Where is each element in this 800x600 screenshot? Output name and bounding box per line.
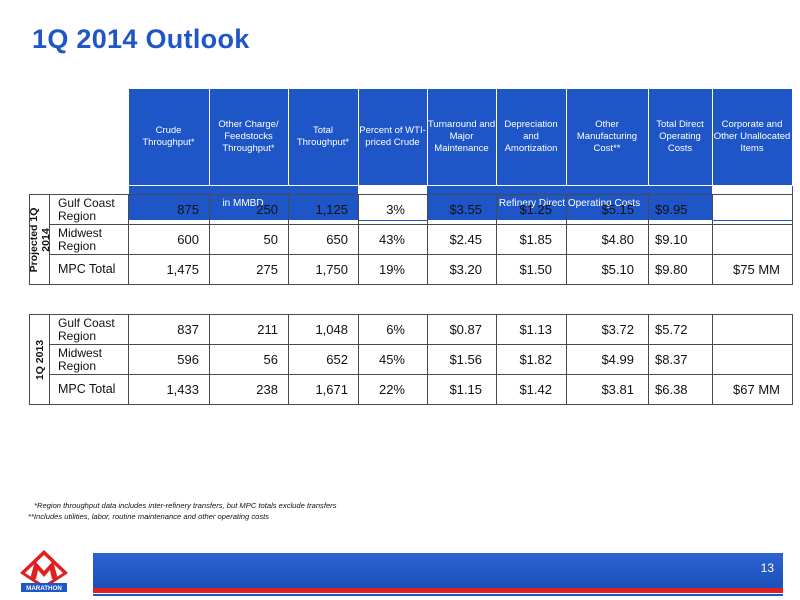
crude-value: 1,475 xyxy=(128,254,210,285)
corporate-value xyxy=(712,194,793,225)
depreciation-value: $1.13 xyxy=(496,314,567,345)
total-value: 1,125 xyxy=(288,194,359,225)
other-mfg-value: $4.99 xyxy=(566,344,649,375)
corporate-value: $67 MM xyxy=(712,374,793,405)
turnaround-value: $0.87 xyxy=(427,314,497,345)
total-value: 1,671 xyxy=(288,374,359,405)
corporate-value xyxy=(712,314,793,345)
other-value: 238 xyxy=(209,374,289,405)
footnote-costs: **Includes utilities, labor, routine mai… xyxy=(28,512,270,521)
table-row: MPC Total 1,433 238 1,671 22% $1.15 $1.4… xyxy=(30,374,793,405)
actual-table: 1Q 2013 Gulf Coast Region 837 211 1,048 … xyxy=(29,314,793,405)
depreciation-value: $1.82 xyxy=(496,344,567,375)
other-value: 250 xyxy=(209,194,289,225)
crude-value: 875 xyxy=(128,194,210,225)
total-direct-value: $9.10 xyxy=(648,224,713,255)
marathon-logo: MARATHON xyxy=(20,550,68,592)
wti-value: 45% xyxy=(358,344,428,375)
table-row: Midwest Region 596 56 652 45% $1.56 $1.8… xyxy=(30,344,793,375)
total-value: 650 xyxy=(288,224,359,255)
depreciation-value: $1.50 xyxy=(496,254,567,285)
logo-text: MARATHON xyxy=(26,585,62,592)
projected-table: Projected 1Q 2014 Gulf Coast Region 875 … xyxy=(29,194,793,285)
header-total-direct-costs: Total Direct Operating Costs xyxy=(647,88,713,186)
header-wti-percent: Percent of WTI-priced Crude xyxy=(357,88,428,186)
table-row: Projected 1Q 2014 Gulf Coast Region 875 … xyxy=(29,194,793,285)
footer-blue-stripe xyxy=(93,594,783,596)
footnote-throughput: *Region throughput data includes inter-r… xyxy=(34,501,337,510)
depreciation-value: $1.42 xyxy=(496,374,567,405)
other-mfg-value: $3.72 xyxy=(566,314,649,345)
region-label: MPC Total xyxy=(49,374,129,405)
other-mfg-value: $3.81 xyxy=(566,374,649,405)
wti-value: 22% xyxy=(358,374,428,405)
total-value: 652 xyxy=(288,344,359,375)
actual-group-label: 1Q 2013 xyxy=(29,314,50,405)
region-label: Gulf Coast Region xyxy=(49,194,129,225)
total-value: 1,750 xyxy=(288,254,359,285)
header-total-throughput: Total Throughput* xyxy=(287,88,359,186)
corporate-value xyxy=(712,344,793,375)
depreciation-value: $1.85 xyxy=(496,224,567,255)
region-label: Midwest Region xyxy=(49,344,129,375)
total-direct-value: $8.37 xyxy=(648,344,713,375)
header-depreciation: Depreciation and Amortization xyxy=(495,88,567,186)
region-label: MPC Total xyxy=(49,254,129,285)
header-other-manufacturing: Other Manufacturing Cost** xyxy=(565,88,649,186)
total-direct-value: $5.72 xyxy=(648,314,713,345)
other-value: 275 xyxy=(209,254,289,285)
turnaround-value: $1.56 xyxy=(427,344,497,375)
corporate-value xyxy=(712,224,793,255)
turnaround-value: $3.20 xyxy=(427,254,497,285)
header-turnaround: Turnaround and Major Maintenance xyxy=(426,88,497,186)
table-row: MPC Total 1,475 275 1,750 19% $3.20 $1.5… xyxy=(30,254,793,285)
turnaround-value: $1.15 xyxy=(427,374,497,405)
other-mfg-value: $4.80 xyxy=(566,224,649,255)
crude-value: 600 xyxy=(128,224,210,255)
depreciation-value: $1.25 xyxy=(496,194,567,225)
header-crude-throughput: Crude Throughput* xyxy=(127,88,210,186)
wti-value: 3% xyxy=(358,194,428,225)
projected-group-label: Projected 1Q 2014 xyxy=(29,194,50,285)
total-direct-value: $6.38 xyxy=(648,374,713,405)
footnotes: *Region throughput data includes inter-r… xyxy=(28,500,337,522)
table-row: Midwest Region 600 50 650 43% $2.45 $1.8… xyxy=(30,224,793,255)
crude-value: 1,433 xyxy=(128,374,210,405)
other-value: 211 xyxy=(209,314,289,345)
wti-value: 6% xyxy=(358,314,428,345)
header-corporate: Corporate and Other Unallocated Items xyxy=(711,88,793,186)
other-mfg-value: $5.15 xyxy=(566,194,649,225)
crude-value: 837 xyxy=(128,314,210,345)
table-row: 1Q 2013 Gulf Coast Region 837 211 1,048 … xyxy=(29,314,793,405)
other-value: 56 xyxy=(209,344,289,375)
total-direct-value: $9.80 xyxy=(648,254,713,285)
turnaround-value: $2.45 xyxy=(427,224,497,255)
wti-value: 43% xyxy=(358,224,428,255)
corporate-value: $75 MM xyxy=(712,254,793,285)
region-label: Midwest Region xyxy=(49,224,129,255)
header-other-charge: Other Charge/ Feedstocks Throughput* xyxy=(208,88,289,186)
total-value: 1,048 xyxy=(288,314,359,345)
page-title: 1Q 2014 Outlook xyxy=(32,24,250,54)
crude-value: 596 xyxy=(128,344,210,375)
footer-accent-stripe xyxy=(93,588,783,593)
region-label: Gulf Coast Region xyxy=(49,314,129,345)
footer-bar xyxy=(93,553,783,588)
page-number: 13 xyxy=(760,561,774,575)
other-mfg-value: $5.10 xyxy=(566,254,649,285)
other-value: 50 xyxy=(209,224,289,255)
turnaround-value: $3.55 xyxy=(427,194,497,225)
total-direct-value: $9.95 xyxy=(648,194,713,225)
wti-value: 19% xyxy=(358,254,428,285)
